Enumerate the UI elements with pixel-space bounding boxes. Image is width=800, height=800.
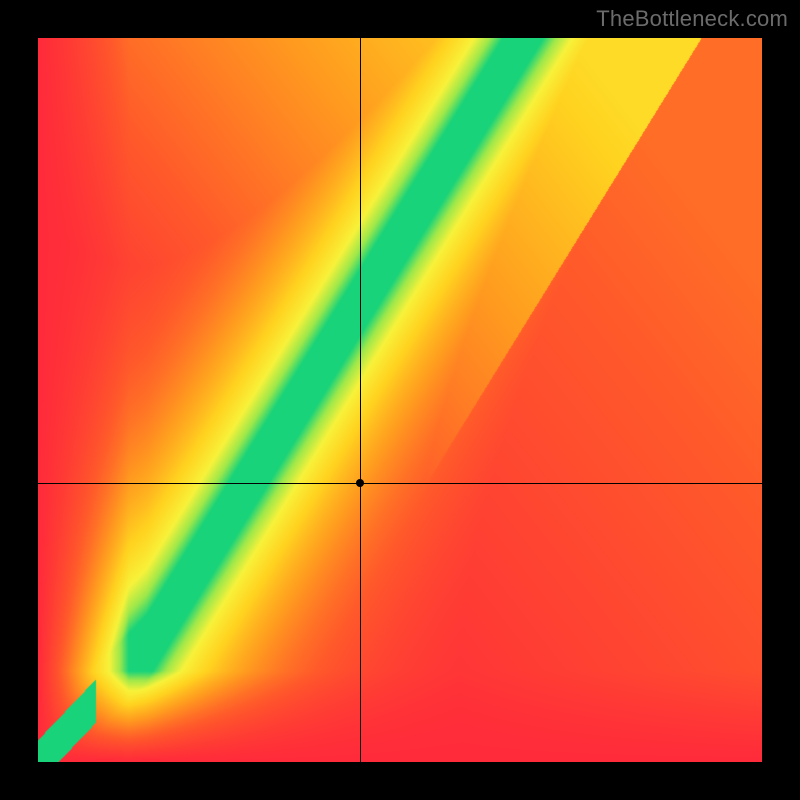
crosshair-horizontal: [38, 483, 762, 484]
heatmap-plot: [38, 38, 762, 762]
watermark-text: TheBottleneck.com: [596, 6, 788, 32]
crosshair-vertical: [360, 38, 361, 762]
chart-container: TheBottleneck.com: [0, 0, 800, 800]
crosshair-dot: [356, 479, 364, 487]
heatmap-canvas: [38, 38, 762, 762]
